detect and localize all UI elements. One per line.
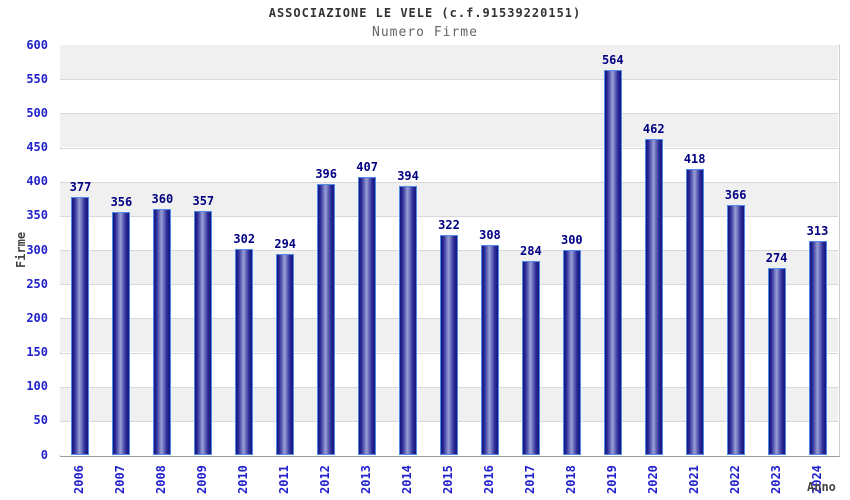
gridline bbox=[60, 215, 838, 217]
x-tick-label: 2012 bbox=[318, 465, 333, 494]
bar bbox=[440, 234, 458, 455]
bar-value-label: 396 bbox=[315, 167, 337, 182]
x-tick-label: 2008 bbox=[154, 465, 169, 494]
x-axis-title: Anno bbox=[807, 480, 836, 494]
bar bbox=[521, 260, 540, 455]
bar-value-label: 300 bbox=[560, 233, 583, 247]
bar bbox=[358, 176, 377, 455]
x-tick-label: 2015 bbox=[441, 465, 455, 494]
x-tick-label: 2011 bbox=[277, 465, 292, 494]
bar-value-label: 313 bbox=[806, 224, 829, 239]
bar bbox=[235, 248, 254, 455]
chart-title: ASSOCIAZIONE LE VELE (c.f.91539220151) bbox=[268, 6, 582, 20]
bar bbox=[767, 267, 786, 455]
bar bbox=[71, 197, 90, 455]
y-tick-label: 450 bbox=[26, 140, 48, 154]
gridline bbox=[60, 147, 838, 149]
bar-value-label: 308 bbox=[479, 227, 501, 242]
y-tick-label: 350 bbox=[26, 208, 48, 223]
x-tick-label: 2023 bbox=[768, 465, 783, 494]
chart-subtitle: Numero Firme bbox=[372, 25, 478, 40]
x-tick-label: 2017 bbox=[522, 465, 537, 494]
x-tick-label: 2019 bbox=[604, 465, 619, 494]
x-tick-label: 2013 bbox=[359, 465, 374, 494]
bar-value-label: 356 bbox=[110, 194, 133, 209]
y-tick-label: 500 bbox=[26, 105, 48, 120]
y-tick-label: 0 bbox=[40, 447, 48, 462]
gridline bbox=[60, 181, 838, 183]
bar-value-label: 294 bbox=[274, 237, 297, 252]
y-tick-label: 50 bbox=[33, 413, 48, 428]
plot-band bbox=[60, 181, 838, 216]
bar bbox=[194, 211, 213, 455]
plot-band bbox=[60, 113, 838, 148]
x-tick-label: 2007 bbox=[113, 465, 128, 494]
bar bbox=[276, 254, 295, 455]
x-tick-label: 2021 bbox=[686, 465, 701, 494]
bar bbox=[603, 69, 622, 455]
x-tick-label: 2010 bbox=[236, 465, 251, 494]
x-tick-label: 2016 bbox=[481, 465, 496, 494]
bar bbox=[644, 139, 663, 455]
y-axis-title: Firme bbox=[14, 231, 28, 268]
bar-value-label: 366 bbox=[724, 187, 747, 202]
y-tick-label: 550 bbox=[26, 71, 48, 86]
y-tick-label: 400 bbox=[26, 174, 48, 189]
gridline bbox=[60, 79, 838, 81]
x-tick-label: 2009 bbox=[195, 465, 210, 494]
x-tick-label: 2022 bbox=[727, 465, 742, 494]
gridline bbox=[60, 113, 838, 115]
bar bbox=[685, 169, 704, 455]
bar-value-label: 407 bbox=[356, 159, 378, 174]
bar-value-label: 564 bbox=[601, 52, 624, 67]
plot-band bbox=[60, 45, 838, 80]
bar bbox=[399, 185, 418, 455]
y-tick-label: 200 bbox=[26, 310, 48, 325]
bar-value-label: 360 bbox=[151, 192, 174, 206]
bar-value-label: 462 bbox=[642, 122, 665, 137]
x-tick-label: 2020 bbox=[645, 465, 660, 494]
bar bbox=[112, 211, 131, 455]
x-tick-label: 2014 bbox=[400, 465, 415, 494]
y-tick-label: 300 bbox=[26, 242, 48, 257]
plot-band bbox=[60, 147, 838, 182]
bar-value-label: 284 bbox=[520, 243, 542, 258]
bar-value-label: 274 bbox=[765, 250, 788, 265]
bar-value-label: 322 bbox=[438, 217, 460, 232]
y-tick-label: 250 bbox=[26, 276, 48, 291]
bar-value-label: 394 bbox=[397, 168, 419, 183]
y-tick-label: 100 bbox=[26, 379, 48, 394]
x-tick-label: 2006 bbox=[72, 465, 87, 494]
bar bbox=[562, 250, 581, 455]
y-tick-label: 150 bbox=[26, 345, 48, 359]
plot-band bbox=[60, 79, 838, 114]
bar bbox=[726, 204, 745, 455]
bar bbox=[808, 241, 827, 455]
bar bbox=[153, 209, 172, 455]
bar bbox=[317, 184, 336, 455]
bar-value-label: 357 bbox=[192, 194, 215, 209]
x-tick-label: 2018 bbox=[563, 465, 578, 494]
bar-value-label: 302 bbox=[233, 231, 256, 246]
y-tick-label: 600 bbox=[26, 37, 48, 52]
bar-value-label: 418 bbox=[683, 152, 706, 167]
bar bbox=[480, 244, 499, 455]
bar-value-label: 377 bbox=[69, 180, 92, 195]
